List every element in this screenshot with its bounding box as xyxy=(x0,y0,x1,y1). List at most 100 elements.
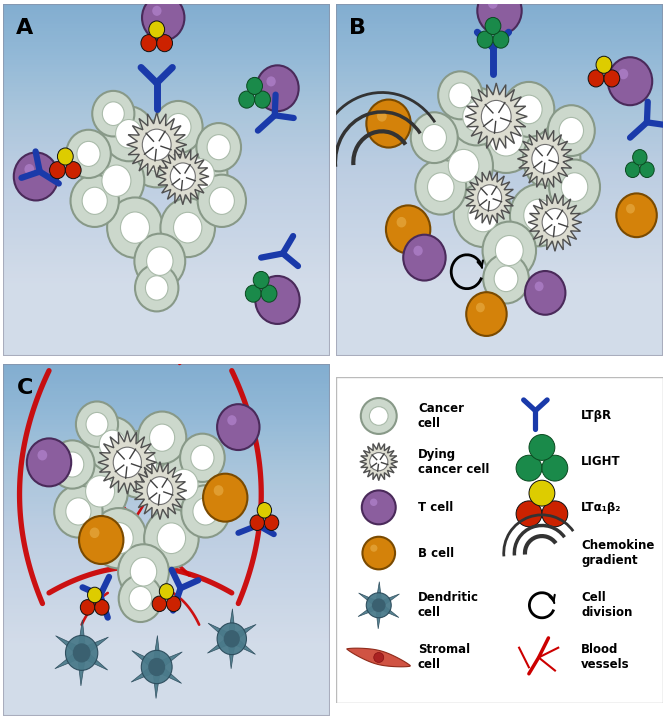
Circle shape xyxy=(181,485,230,538)
Text: Stromal
cell: Stromal cell xyxy=(418,644,470,672)
Circle shape xyxy=(454,184,513,247)
Circle shape xyxy=(79,516,123,564)
Circle shape xyxy=(170,469,198,500)
Circle shape xyxy=(54,485,103,538)
Circle shape xyxy=(483,222,536,279)
Circle shape xyxy=(103,102,125,125)
Circle shape xyxy=(434,134,493,197)
Circle shape xyxy=(493,31,509,48)
Polygon shape xyxy=(377,594,400,608)
Polygon shape xyxy=(360,443,398,481)
Circle shape xyxy=(361,398,397,434)
Circle shape xyxy=(87,417,138,472)
Polygon shape xyxy=(77,653,86,686)
Circle shape xyxy=(157,35,172,52)
Circle shape xyxy=(95,600,109,615)
Polygon shape xyxy=(376,582,382,606)
Circle shape xyxy=(159,584,174,599)
Circle shape xyxy=(85,476,115,507)
Polygon shape xyxy=(132,651,159,671)
Text: LIGHT: LIGHT xyxy=(581,455,621,468)
Circle shape xyxy=(157,455,211,514)
Circle shape xyxy=(217,404,260,450)
Circle shape xyxy=(488,0,498,9)
Text: B cell: B cell xyxy=(418,546,454,559)
Polygon shape xyxy=(228,639,236,669)
Circle shape xyxy=(180,433,224,482)
Circle shape xyxy=(27,438,71,487)
Circle shape xyxy=(503,82,554,137)
Polygon shape xyxy=(376,606,382,629)
Circle shape xyxy=(468,199,498,232)
Circle shape xyxy=(476,302,485,312)
Circle shape xyxy=(141,650,172,684)
Circle shape xyxy=(37,450,47,461)
Circle shape xyxy=(482,100,511,132)
Circle shape xyxy=(66,498,91,525)
Circle shape xyxy=(155,101,202,153)
Circle shape xyxy=(640,162,654,178)
Circle shape xyxy=(166,596,181,611)
Polygon shape xyxy=(377,603,399,618)
Circle shape xyxy=(82,187,107,215)
Circle shape xyxy=(173,145,227,204)
Circle shape xyxy=(496,235,523,266)
Circle shape xyxy=(510,184,567,246)
Circle shape xyxy=(157,523,186,554)
Circle shape xyxy=(525,271,565,315)
Circle shape xyxy=(71,175,119,227)
Polygon shape xyxy=(466,83,527,150)
Circle shape xyxy=(141,137,173,171)
Circle shape xyxy=(414,246,423,256)
Circle shape xyxy=(25,164,34,174)
Polygon shape xyxy=(528,194,581,251)
Text: A: A xyxy=(17,18,34,37)
Circle shape xyxy=(372,598,386,612)
Circle shape xyxy=(135,264,178,312)
Circle shape xyxy=(377,111,387,122)
Polygon shape xyxy=(77,620,86,653)
Polygon shape xyxy=(207,635,234,653)
Circle shape xyxy=(224,630,240,647)
Circle shape xyxy=(626,204,635,214)
Circle shape xyxy=(366,593,391,618)
Polygon shape xyxy=(230,624,256,642)
Polygon shape xyxy=(79,637,109,657)
Circle shape xyxy=(474,102,539,173)
Circle shape xyxy=(535,282,543,291)
Polygon shape xyxy=(155,652,182,671)
Polygon shape xyxy=(55,636,84,657)
Circle shape xyxy=(227,415,236,426)
Circle shape xyxy=(144,509,198,568)
Circle shape xyxy=(214,485,224,496)
Circle shape xyxy=(411,112,458,163)
Circle shape xyxy=(143,129,171,161)
Circle shape xyxy=(362,490,396,524)
Circle shape xyxy=(250,515,264,531)
Circle shape xyxy=(91,508,147,568)
Circle shape xyxy=(450,88,503,145)
Circle shape xyxy=(428,173,454,202)
Circle shape xyxy=(193,498,218,525)
Text: Chemokine
gradient: Chemokine gradient xyxy=(581,539,655,567)
Polygon shape xyxy=(127,112,186,177)
Circle shape xyxy=(256,66,298,111)
Circle shape xyxy=(65,636,98,670)
Circle shape xyxy=(109,431,171,498)
Circle shape xyxy=(217,623,246,654)
Circle shape xyxy=(92,91,135,137)
Circle shape xyxy=(135,234,185,289)
Circle shape xyxy=(142,0,184,40)
Circle shape xyxy=(484,254,529,304)
Circle shape xyxy=(66,130,111,178)
Circle shape xyxy=(529,435,555,460)
Circle shape xyxy=(87,588,102,603)
Circle shape xyxy=(494,266,518,292)
Circle shape xyxy=(529,480,555,506)
Circle shape xyxy=(161,198,215,257)
Circle shape xyxy=(403,235,446,281)
Circle shape xyxy=(152,596,166,611)
Circle shape xyxy=(266,287,276,298)
Polygon shape xyxy=(131,663,159,682)
Polygon shape xyxy=(517,129,573,189)
